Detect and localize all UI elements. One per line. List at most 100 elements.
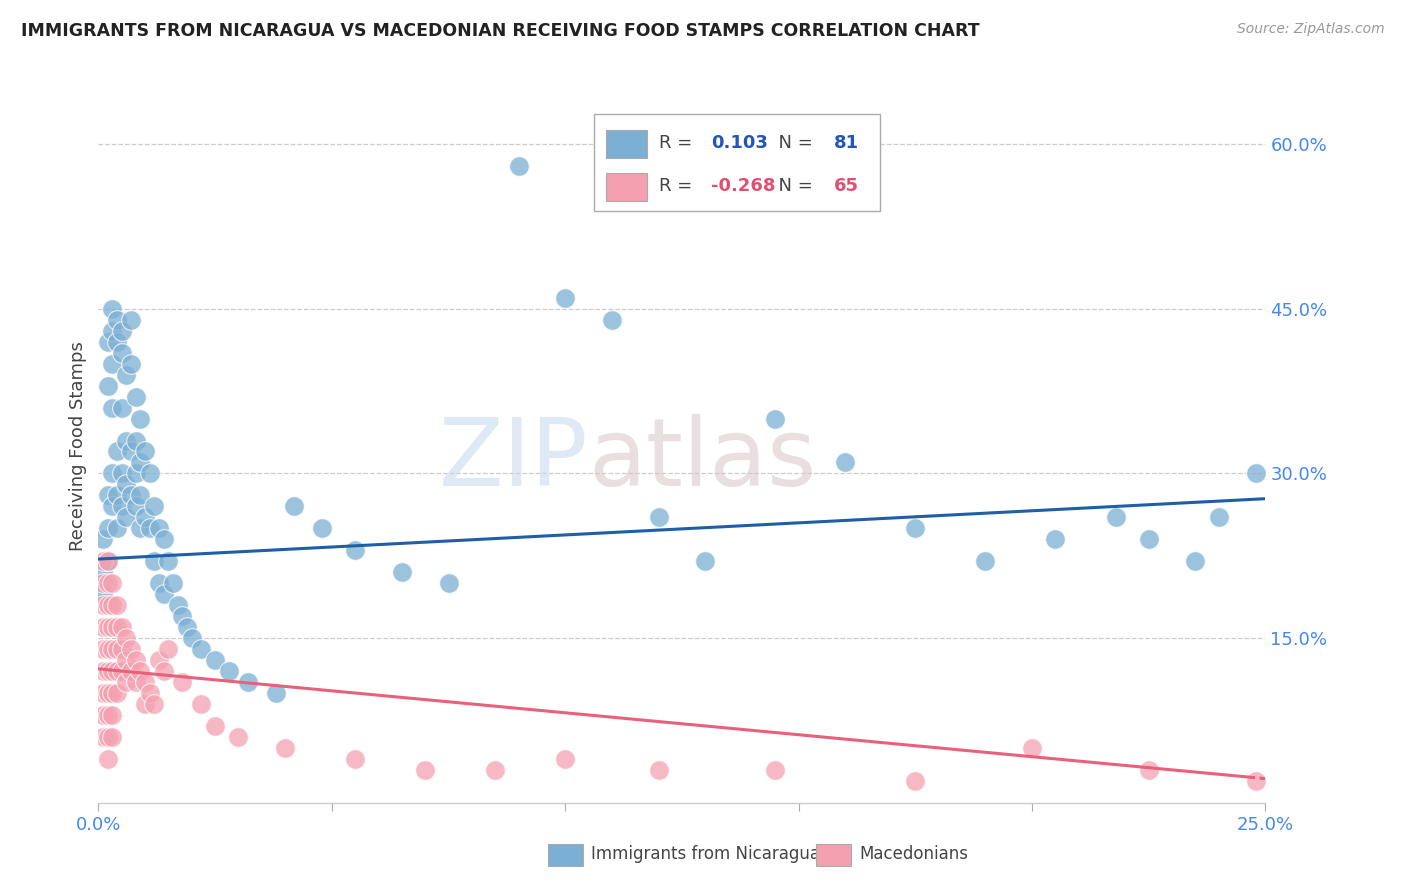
Point [176, 620, 198, 634]
Point [139, 686, 162, 700]
Point [508, 159, 530, 173]
Point [190, 642, 212, 657]
Point [97, 752, 120, 766]
Bar [606, 173, 647, 202]
Point [1244, 467, 1267, 481]
Point [111, 664, 134, 678]
Point [834, 455, 856, 469]
Point [134, 697, 156, 711]
Point [115, 434, 138, 448]
Point [125, 434, 148, 448]
Point [120, 444, 142, 458]
Point [437, 576, 460, 591]
Point [105, 444, 128, 458]
Point [91, 598, 114, 612]
Point [134, 444, 156, 458]
Point [204, 719, 226, 733]
Point [125, 653, 148, 667]
Point [91, 576, 114, 591]
Text: Source: ZipAtlas.com: Source: ZipAtlas.com [1237, 22, 1385, 37]
Point [120, 312, 142, 326]
Point [484, 763, 506, 777]
Point [143, 697, 166, 711]
Point [101, 708, 124, 723]
Point [344, 543, 367, 558]
Point [101, 500, 124, 514]
Point [129, 488, 152, 502]
Point [647, 510, 669, 524]
Point [1184, 554, 1206, 568]
Point [91, 642, 114, 657]
Point [129, 411, 152, 425]
Point [105, 664, 128, 678]
Point [554, 291, 576, 305]
Point [91, 664, 114, 678]
Point [134, 510, 156, 524]
Point [101, 576, 124, 591]
Point [91, 566, 114, 580]
Text: Immigrants from Nicaragua: Immigrants from Nicaragua [591, 846, 820, 863]
Point [101, 357, 124, 371]
Point [148, 653, 170, 667]
Point [97, 730, 120, 744]
Point [101, 642, 124, 657]
Point [105, 312, 128, 326]
Bar [548, 844, 582, 865]
Point [190, 697, 212, 711]
Point [204, 653, 226, 667]
Point [904, 521, 927, 535]
Point [111, 345, 134, 359]
Point [97, 488, 120, 502]
Text: 65: 65 [834, 177, 859, 194]
Bar [606, 130, 647, 159]
Point [111, 401, 134, 415]
Point [274, 740, 297, 755]
Point [129, 521, 152, 535]
Point [180, 631, 202, 645]
Point [111, 467, 134, 481]
Point [97, 521, 120, 535]
Point [97, 598, 120, 612]
Point [115, 653, 138, 667]
Point [143, 554, 166, 568]
Point [283, 500, 305, 514]
Point [974, 554, 997, 568]
Point [120, 664, 142, 678]
Point [97, 554, 120, 568]
Point [115, 675, 138, 690]
Point [97, 378, 120, 392]
Point [125, 390, 148, 404]
Point [101, 401, 124, 415]
Point [111, 642, 134, 657]
Point [125, 500, 148, 514]
Text: ZIP: ZIP [439, 414, 589, 507]
Point [101, 598, 124, 612]
Point [157, 642, 180, 657]
Point [391, 566, 413, 580]
Point [111, 324, 134, 338]
Point [695, 554, 717, 568]
Point [554, 752, 576, 766]
Point [148, 576, 170, 591]
Point [120, 642, 142, 657]
Point [91, 554, 114, 568]
Text: 81: 81 [834, 134, 859, 152]
Point [166, 598, 188, 612]
Point [101, 324, 124, 338]
Point [91, 620, 114, 634]
Point [105, 620, 128, 634]
Bar [815, 844, 851, 865]
Point [101, 730, 124, 744]
Text: 0.103: 0.103 [711, 134, 768, 152]
Point [152, 664, 174, 678]
Point [111, 500, 134, 514]
Y-axis label: Receiving Food Stamps: Receiving Food Stamps [69, 341, 87, 551]
Point [139, 467, 162, 481]
Text: IMMIGRANTS FROM NICARAGUA VS MACEDONIAN RECEIVING FOOD STAMPS CORRELATION CHART: IMMIGRANTS FROM NICARAGUA VS MACEDONIAN … [21, 22, 980, 40]
Point [101, 467, 124, 481]
Point [105, 334, 128, 349]
Point [763, 411, 786, 425]
Point [120, 488, 142, 502]
Text: N =: N = [768, 134, 818, 152]
Point [1137, 533, 1160, 547]
